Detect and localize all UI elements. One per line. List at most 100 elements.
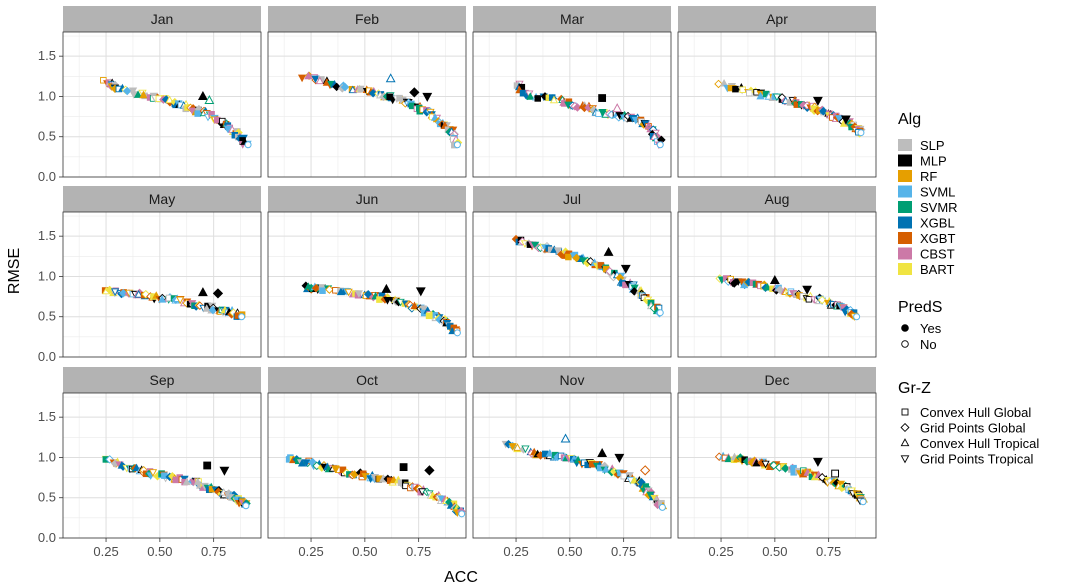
panel-border	[62, 392, 262, 539]
data-point	[212, 288, 224, 299]
legend-alg-label: XGBL	[920, 216, 955, 231]
legend-key-triangle	[900, 438, 910, 447]
data-point	[381, 283, 392, 293]
x-tick-label: 0.75	[406, 544, 431, 559]
data-point	[630, 475, 639, 484]
data-point	[857, 129, 865, 137]
x-tick-label: 0.25	[93, 544, 118, 559]
panel-border	[267, 392, 467, 539]
facet-strip	[678, 6, 876, 32]
panel-background	[63, 32, 261, 177]
data-point	[531, 241, 540, 250]
data-point	[573, 103, 582, 112]
facet-oct: Oct 0.25 0.50 0.75	[267, 367, 467, 559]
panel-border	[472, 392, 672, 539]
x-tick-label: 0.75	[201, 544, 226, 559]
data-point	[368, 89, 378, 98]
legend-key-yes	[901, 324, 909, 332]
data-point	[597, 447, 608, 457]
data-point	[204, 95, 215, 105]
data-point	[132, 463, 141, 472]
legend-swatch-slp	[898, 139, 912, 151]
x-tick-label: 0.50	[352, 544, 377, 559]
facet-strip-label: Sep	[150, 372, 175, 388]
data-point	[422, 92, 433, 102]
data-point	[223, 125, 232, 134]
x-tick-label: 0.75	[816, 544, 841, 559]
data-point	[724, 454, 733, 463]
data-point	[453, 141, 461, 149]
data-point	[202, 304, 211, 312]
x-tick-label: 0.50	[762, 544, 787, 559]
y-tick-label: 0.0	[38, 169, 56, 184]
legend-grz-label: Convex Hull Global	[920, 405, 1031, 420]
data-point	[242, 502, 250, 510]
legend-swatch-rf	[898, 170, 912, 182]
data-point	[139, 90, 148, 99]
facet-strip	[268, 186, 466, 212]
data-point	[549, 95, 559, 104]
data-point	[545, 449, 554, 457]
x-tick-label: 0.50	[147, 544, 172, 559]
facet-strip	[473, 6, 671, 32]
data-point	[572, 253, 581, 263]
facet-strip	[268, 6, 466, 32]
data-point	[534, 95, 542, 102]
facet-apr: Apr	[677, 6, 877, 178]
data-point	[357, 85, 365, 93]
data-point	[122, 86, 132, 96]
data-point	[565, 253, 572, 261]
data-point	[775, 285, 785, 295]
y-tick-label: 1.0	[38, 449, 56, 464]
data-point	[640, 465, 651, 476]
facet-jun: Jun	[267, 186, 467, 358]
data-point	[203, 461, 212, 470]
data-point	[399, 463, 408, 472]
data-point	[603, 246, 614, 256]
data-point	[219, 466, 230, 476]
y-axis-title: RMSE	[6, 248, 23, 294]
facet-aug: Aug	[677, 186, 877, 358]
legend-grz-title: Gr-Z	[898, 380, 931, 397]
data-point	[819, 106, 828, 116]
data-point	[521, 445, 530, 454]
facet-strip	[268, 367, 466, 393]
data-point	[238, 313, 246, 321]
data-point	[331, 465, 340, 473]
legend-alg-label: SLP	[920, 138, 945, 153]
data-point	[244, 141, 252, 149]
data-point	[157, 295, 167, 303]
legend-alg-label: BART	[920, 262, 954, 277]
panel-background	[473, 212, 671, 357]
facet-strip	[678, 186, 876, 212]
data-point	[853, 313, 861, 321]
y-tick-label: 1.0	[38, 268, 56, 283]
data-point	[598, 109, 607, 117]
panel-border	[472, 31, 672, 178]
data-point	[714, 79, 723, 89]
legend-key-no	[901, 340, 909, 348]
data-point	[344, 288, 353, 297]
data-point	[410, 301, 419, 310]
data-point	[761, 460, 770, 469]
data-point	[325, 285, 334, 294]
data-point	[831, 469, 840, 478]
y-tick-label: 0.5	[38, 490, 56, 505]
legend-grz-label: Grid Points Global	[920, 421, 1026, 436]
facet-strip-label: Aug	[765, 191, 790, 207]
data-point	[119, 288, 128, 298]
panel-background	[63, 212, 261, 357]
facet-strip-label: Oct	[356, 372, 378, 388]
y-tick-label: 1.0	[38, 88, 56, 103]
y-tick-label: 1.5	[38, 409, 56, 424]
facet-may: May 0.0 0.5 1.0 1.5	[38, 186, 262, 364]
x-tick-label: 0.25	[708, 544, 733, 559]
panel-border	[677, 31, 877, 178]
data-point	[812, 457, 823, 467]
facet-strip	[63, 367, 261, 393]
panel-border	[62, 211, 262, 358]
legend-swatch-svml	[898, 185, 912, 198]
legend-alg-label: MLP	[920, 154, 947, 169]
